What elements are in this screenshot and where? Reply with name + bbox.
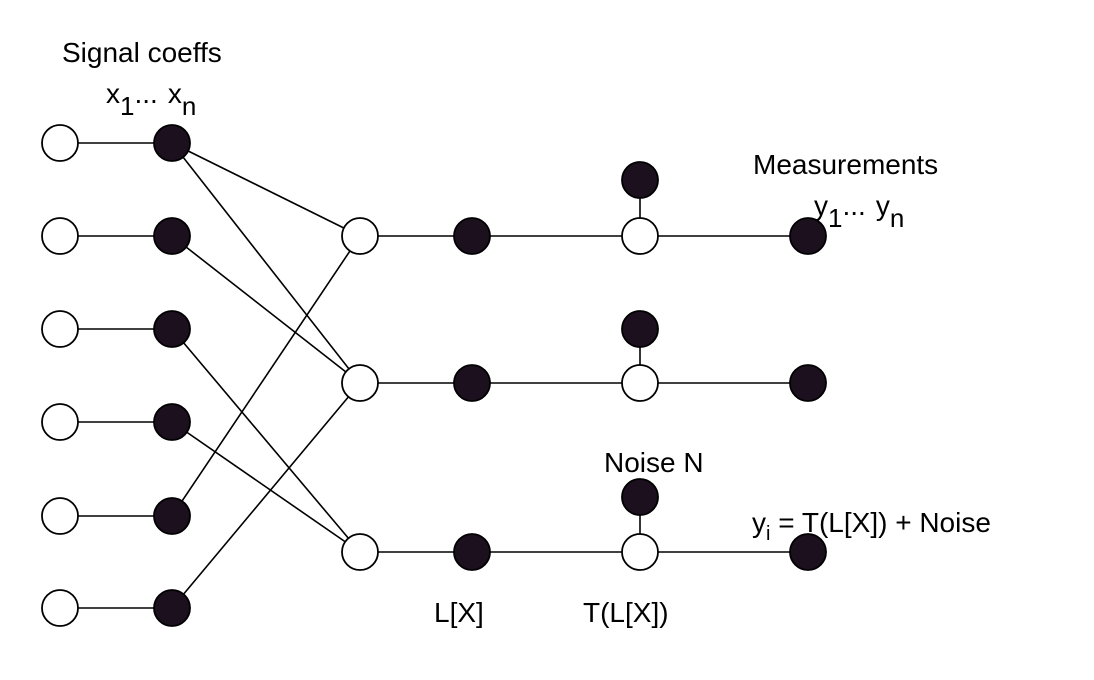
edges bbox=[60, 142, 808, 609]
mixer-node-3 bbox=[341, 533, 379, 571]
signal-coeffs-title: Signal coeffs bbox=[62, 37, 222, 68]
signal-node-1 bbox=[153, 124, 191, 162]
edge-cross-3 bbox=[171, 328, 361, 553]
signal-node-3 bbox=[153, 310, 191, 348]
linear-node-1 bbox=[453, 217, 491, 255]
edge-cross-4 bbox=[171, 421, 361, 553]
signal-node-6 bbox=[153, 589, 191, 627]
measurement-formula: yi = T(L[X]) + Noise bbox=[752, 507, 991, 545]
signal-node-4 bbox=[153, 403, 191, 441]
signal-coeffs-range: x1... xn bbox=[106, 78, 196, 121]
transform-node-3 bbox=[621, 533, 659, 571]
input-node-6 bbox=[41, 589, 79, 627]
transform-node-2 bbox=[621, 364, 659, 402]
input-node-2 bbox=[41, 217, 79, 255]
noise-node-2 bbox=[621, 310, 659, 348]
mixer-node-2 bbox=[341, 364, 379, 402]
input-node-1 bbox=[41, 124, 79, 162]
linear-node-2 bbox=[453, 364, 491, 402]
signal-node-2 bbox=[153, 217, 191, 255]
measurements-title: Measurements bbox=[753, 149, 938, 180]
noise-node-1 bbox=[621, 161, 659, 199]
noise-label: Noise N bbox=[604, 447, 704, 478]
edge-cross-1a bbox=[171, 142, 361, 237]
mixer-node-1 bbox=[341, 217, 379, 255]
input-node-4 bbox=[41, 403, 79, 441]
edge-cross-5 bbox=[171, 235, 361, 517]
noise-node-3 bbox=[621, 478, 659, 516]
measurement-node-1 bbox=[789, 217, 827, 255]
labels: Signal coeffs x1... xn Measurements y1...… bbox=[62, 37, 991, 628]
measurement-node-2 bbox=[789, 364, 827, 402]
edge-cross-2 bbox=[171, 235, 361, 384]
transform-label: T(L[X]) bbox=[583, 597, 669, 628]
edge-cross-6 bbox=[171, 382, 361, 609]
input-node-5 bbox=[41, 497, 79, 535]
signal-node-5 bbox=[153, 497, 191, 535]
measurement-node-3 bbox=[789, 533, 827, 571]
input-node-3 bbox=[41, 310, 79, 348]
linear-node-3 bbox=[453, 533, 491, 571]
linear-label: L[X] bbox=[434, 597, 484, 628]
nodes bbox=[41, 124, 827, 627]
measurements-range: y1... yn bbox=[814, 190, 904, 233]
transform-node-1 bbox=[621, 217, 659, 255]
edge-cross-1b bbox=[171, 142, 361, 384]
